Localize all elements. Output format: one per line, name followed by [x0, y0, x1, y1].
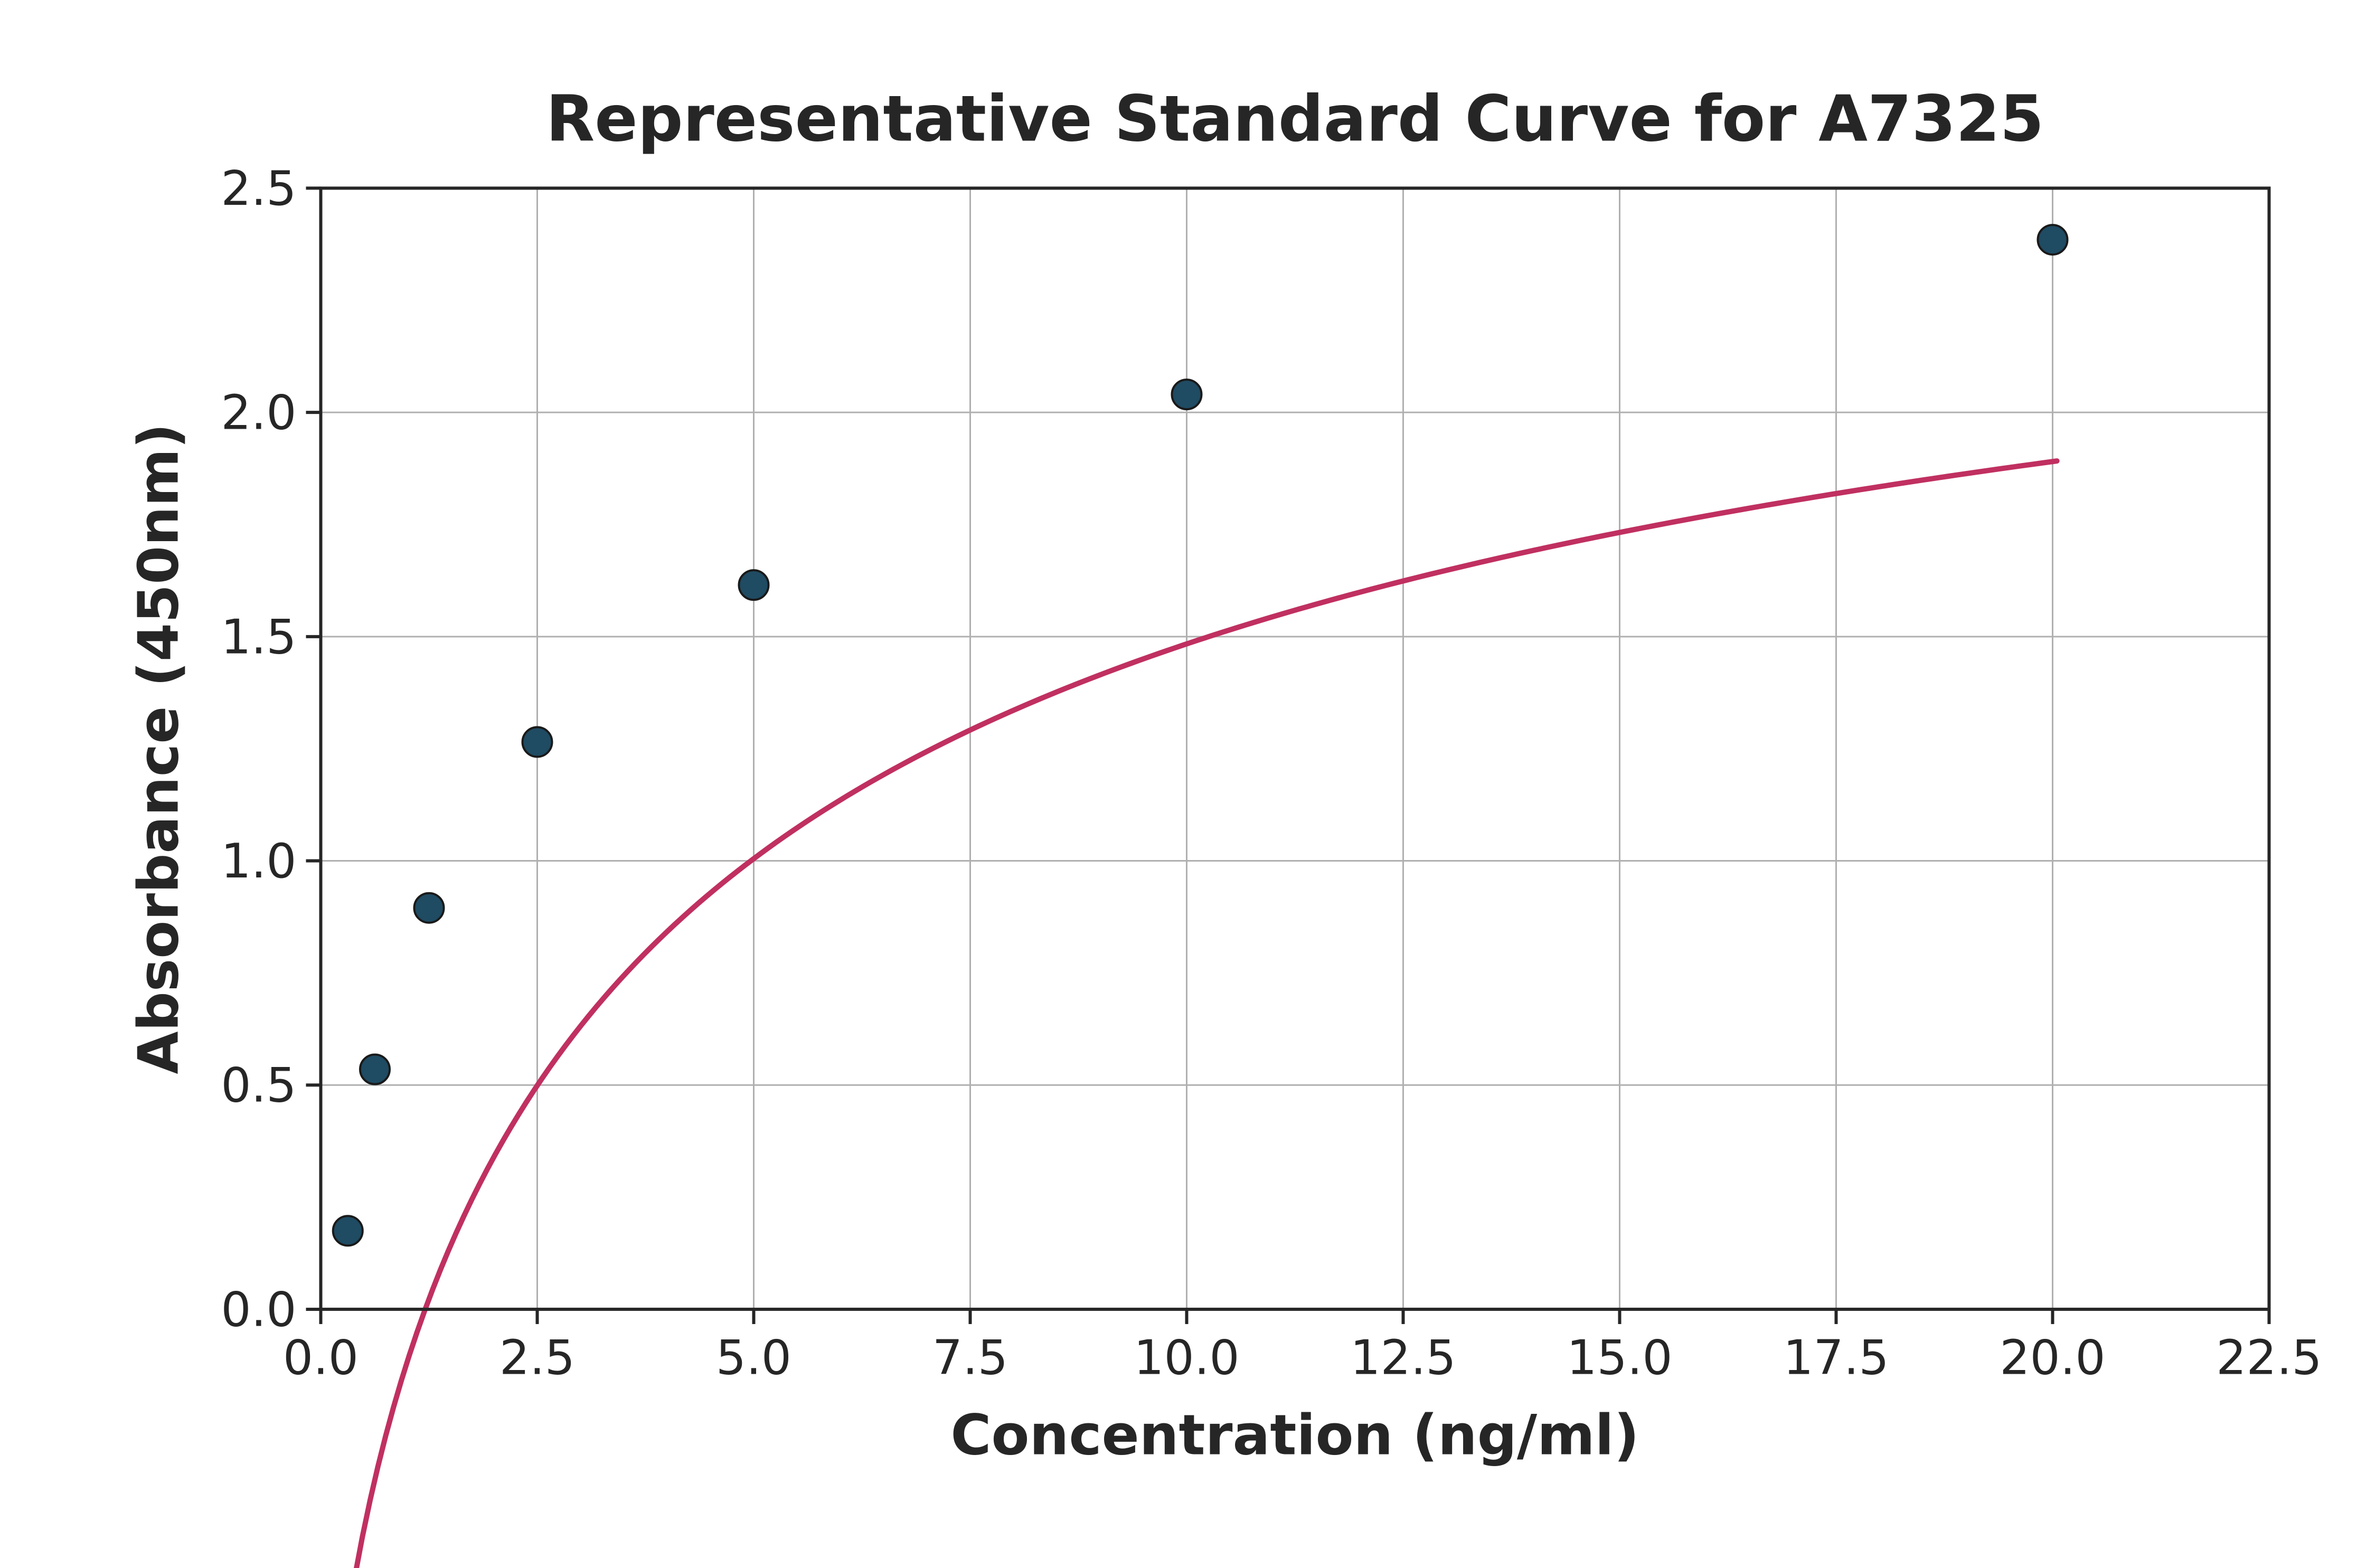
y-axis-title: Absorbance (450nm) — [127, 423, 191, 1074]
x-tick-label: 12.5 — [1350, 1330, 1456, 1385]
chart-wrapper: 0.0 2.5 5.0 7.5 10.0 12.5 15.0 17.5 20.0 22.5 Conc… — [0, 0, 2376, 1568]
x-tick-label: 20.0 — [2000, 1330, 2105, 1385]
y-tick-label: 0.5 — [221, 1058, 296, 1113]
chart-title: Representative Standard Curve for A7325 — [546, 82, 2044, 156]
data-point — [1172, 380, 1202, 409]
data-point — [523, 727, 552, 757]
x-tick-label: 0.0 — [283, 1330, 359, 1385]
x-axis-title: Concentration (ng/ml) — [950, 1403, 1639, 1468]
x-tick-label: 7.5 — [932, 1330, 1008, 1385]
x-tick-label: 22.5 — [2216, 1330, 2322, 1385]
y-tick-label: 0.0 — [221, 1282, 296, 1337]
x-tick-label: 17.5 — [1783, 1330, 1889, 1385]
data-point — [360, 1055, 390, 1084]
data-point — [2038, 225, 2068, 254]
data-point — [739, 570, 769, 600]
x-tick-label: 2.5 — [499, 1330, 575, 1385]
y-tick-label: 2.0 — [221, 385, 296, 441]
y-tick-label: 1.0 — [221, 834, 296, 889]
data-point — [333, 1216, 363, 1245]
standard-curve-chart: 0.0 2.5 5.0 7.5 10.0 12.5 15.0 17.5 20.0 22.5 Conc… — [0, 0, 2376, 1568]
plot-area — [321, 188, 2269, 1309]
y-tick-label: 2.5 — [221, 161, 296, 216]
x-tick-label: 5.0 — [716, 1330, 791, 1385]
x-tick-label: 10.0 — [1134, 1330, 1239, 1385]
y-tick-label: 1.5 — [221, 609, 296, 665]
x-tick-label: 15.0 — [1567, 1330, 1672, 1385]
data-point — [414, 893, 444, 923]
